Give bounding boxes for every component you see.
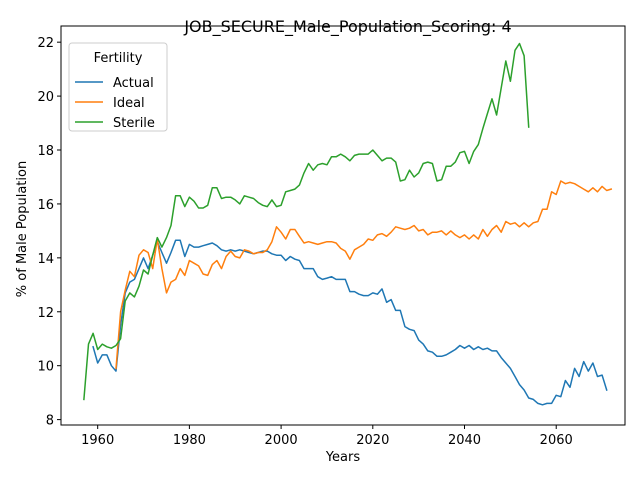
y-tick-label: 10 [37,360,54,375]
legend-label-ideal: Ideal [113,96,145,111]
x-tick-label: 1960 [81,433,114,448]
series-line-ideal [115,180,613,370]
series-line-actual [92,239,608,406]
chart-title: JOB_SECURE_Male_Population_Scoring: 4 [183,17,511,37]
legend: Fertility Actual Ideal Sterile [68,42,168,132]
legend-label-actual: Actual [113,76,154,91]
legend-entries: Actual Ideal Sterile [75,76,155,131]
y-tick-label: 18 [37,144,54,159]
x-tick-label: 2060 [540,433,573,448]
y-tick-label: 14 [37,252,54,267]
y-axis-label: % of Male Population [15,161,30,297]
legend-title: Fertility [94,51,143,66]
y-tick-label: 22 [37,36,54,51]
x-axis-label: Years [325,450,361,465]
y-tick-label: 12 [37,306,54,321]
x-tick-label: 2000 [265,433,298,448]
x-axis: 1960 1980 2000 2020 2040 2060 [81,425,573,448]
x-tick-label: 2020 [356,433,389,448]
y-axis: 8 10 12 14 16 18 20 22 [37,36,61,429]
x-tick-label: 1980 [173,433,206,448]
plot-area [60,25,626,426]
y-tick-label: 8 [46,414,54,429]
x-tick-label: 2040 [448,433,481,448]
legend-frame [68,42,168,132]
y-tick-label: 16 [37,198,54,213]
series-line-sterile [83,42,530,401]
legend-label-sterile: Sterile [113,116,155,131]
y-tick-label: 20 [37,90,54,105]
plot-frame [60,25,626,426]
